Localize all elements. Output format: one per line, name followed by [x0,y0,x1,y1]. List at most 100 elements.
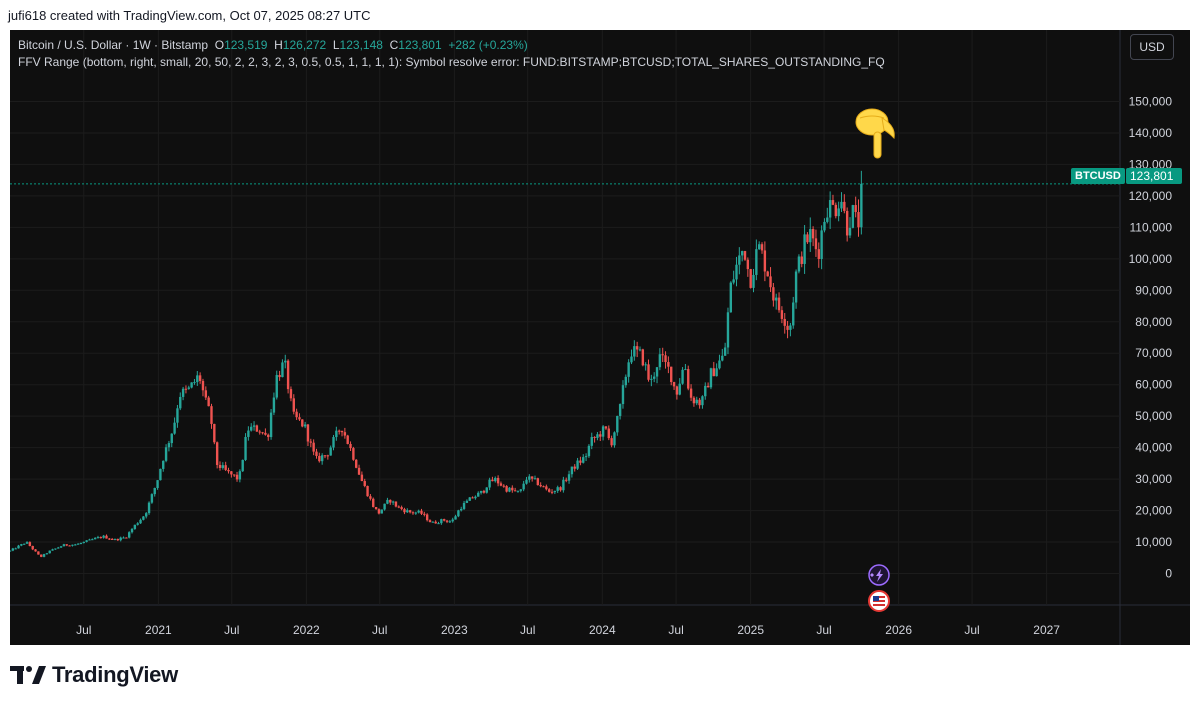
y-tick-label: 10,000 [1135,535,1172,549]
candle-body [525,479,528,484]
candle-body [400,507,403,510]
candle [312,439,315,456]
candle [332,434,335,451]
candle [417,509,420,514]
candle [136,522,139,526]
candle [326,454,330,460]
candle-body [860,183,863,228]
candle [539,482,542,488]
candle-body [599,434,602,437]
candle-body [689,388,693,398]
candle [809,217,812,252]
us-flag-event-icon[interactable] [868,590,890,612]
candle [303,421,307,429]
candle-body [545,486,548,490]
candle-body [386,499,389,504]
candle [451,517,454,523]
candle [590,432,593,450]
candle-body [372,498,375,507]
candle-body [230,471,233,475]
candle-body [130,528,134,533]
price-axis[interactable]: 0 10,000 20,000 30,000 40,000 50,000 60,000 70,… [1129,94,1173,580]
candle-body [31,546,34,550]
candle [692,396,696,407]
candle-body [79,543,83,545]
candle-body [536,478,540,486]
candle-body [587,445,591,457]
candle [386,497,389,505]
candle [681,367,684,385]
candle [630,349,633,365]
candle-body [255,425,259,432]
candle-body [488,479,491,488]
candle-body [173,422,176,434]
candle-body [471,497,474,499]
candle [613,431,616,448]
candle [306,423,310,447]
y-tick-label: 50,000 [1135,409,1172,423]
candle-body [179,396,182,409]
candle-body [133,524,137,529]
candle [800,251,803,268]
candle-body [726,312,730,348]
candle-body [394,501,398,507]
candle [408,509,412,514]
candle-body [570,466,574,475]
candle [797,254,801,274]
candle-body [142,516,145,520]
tradingview-brand[interactable]: TradingView [10,662,178,688]
candle-body [840,201,843,209]
candle [425,513,429,522]
candle-body [40,554,43,557]
y-tick-label: 30,000 [1135,472,1172,486]
candle-body [845,210,849,236]
candle-body [604,426,608,429]
candle-body [448,521,452,523]
candle-body [198,375,202,381]
candle [488,477,491,491]
indicator-legend[interactable]: FFV Range (bottom, right, small, 20, 50,… [18,55,885,69]
candle [516,490,520,493]
candle [173,417,176,435]
chart-frame[interactable]: 0 10,000 20,000 30,000 40,000 50,000 60,000 70,… [10,30,1190,645]
candle-body [437,523,440,525]
candle [522,480,525,492]
candle-body [508,487,511,492]
candle [811,226,815,247]
currency-button[interactable]: USD [1130,34,1174,60]
symbol-legend[interactable]: Bitcoin / U.S. Dollar · 1W · Bitstamp O1… [18,38,528,52]
candle [42,553,46,558]
candle-body [695,399,698,404]
candle [28,541,32,547]
time-axis[interactable]: Jul 2021 Jul 2022 Jul 2023 Jul 2024 Jul 2025 Jul 20… [76,623,1060,637]
candle-body [712,368,715,377]
candle [71,544,74,547]
candle-body [45,553,49,555]
candle-body [661,354,664,356]
candle [664,351,667,369]
last-price-tag: 123,801 [1126,168,1182,184]
candle [22,543,26,545]
candle [116,538,120,542]
candlestick-chart[interactable]: 0 10,000 20,000 30,000 40,000 50,000 60,000 70,… [10,30,1190,645]
candle-body [275,374,278,398]
candle-body [735,264,738,280]
candle-body [616,415,619,433]
candle [445,519,449,524]
candle-body [511,487,514,491]
candle-body [96,537,100,539]
candle-body [59,546,63,548]
candle [780,306,784,324]
change-value: +282 (+0.23%) [448,38,528,52]
x-tick-label: 2022 [293,623,320,637]
candle-body [553,490,557,493]
candle [145,511,148,519]
candle [235,471,239,482]
candle-body [760,244,764,251]
candle-body [633,346,636,357]
candle-body [48,550,51,554]
candle-body [187,387,190,389]
lightning-event-icon[interactable] [868,564,890,586]
candle-body [303,424,307,427]
candle-body [150,494,154,503]
